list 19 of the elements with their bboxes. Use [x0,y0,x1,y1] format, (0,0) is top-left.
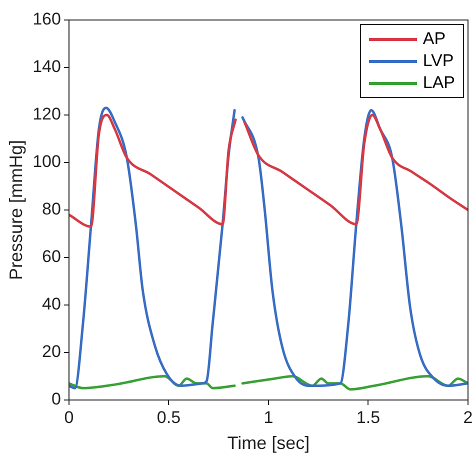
x-tick-label: 1.5 [356,408,380,427]
y-axis-title: Pressure [mmHg] [6,140,26,280]
y-tick-label: 160 [32,10,61,29]
x-tick-label: 2 [463,408,473,427]
x-axis-title: Time [sec] [227,433,310,454]
x-tick-label: 1 [264,408,274,427]
y-tick-label: 80 [42,200,61,219]
legend-label: AP [422,29,446,49]
y-tick-label: 120 [32,104,61,124]
x-tick-label: 0 [64,408,74,427]
y-tick-label: 60 [42,247,61,266]
legend-label: LAP [422,73,455,93]
y-tick-label: 0 [51,390,61,409]
y-tick-label: 140 [32,57,61,76]
y-tick-label: 100 [32,152,61,172]
x-tick-label: 0.5 [156,408,181,427]
y-tick-label: 40 [42,294,61,314]
legend-label: LVP [422,51,454,71]
y-tick-label: 20 [42,342,61,362]
